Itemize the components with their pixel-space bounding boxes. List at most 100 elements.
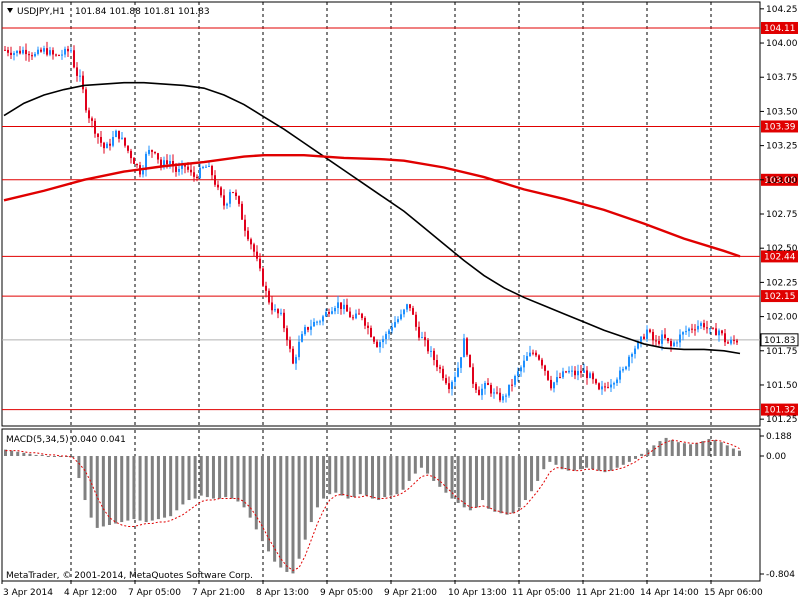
bear-candle [598, 383, 600, 390]
level-tag-label: 102.15 [764, 292, 796, 302]
bear-candle [544, 365, 546, 371]
bear-candle [415, 314, 417, 327]
macd-bar [701, 441, 705, 456]
bull-candle [16, 50, 18, 54]
bull-candle [397, 319, 399, 323]
bull-candle [343, 304, 345, 310]
macd-bar [211, 456, 215, 499]
bull-candle [676, 342, 678, 344]
macd-bar [640, 453, 644, 456]
bull-candle [229, 192, 231, 204]
macd-bar [426, 456, 430, 474]
macd-bar [218, 456, 222, 499]
macd-bar [156, 456, 160, 520]
macd-bar [725, 445, 729, 456]
bull-candle [205, 166, 207, 168]
bear-candle [532, 352, 534, 354]
bull-candle [640, 336, 642, 342]
macd-y-tick-label: 0.188 [766, 432, 792, 442]
bear-candle [361, 313, 363, 318]
x-tick-label: 7 Apr 05:00 [128, 588, 181, 598]
macd-bar [621, 456, 625, 465]
bear-candle [664, 334, 666, 339]
bear-candle [94, 120, 96, 134]
bear-candle [160, 159, 162, 167]
bear-candle [409, 304, 411, 309]
macd-bar [193, 456, 197, 499]
bull-candle [226, 203, 228, 206]
bull-candle [430, 350, 432, 352]
bear-candle [4, 49, 6, 51]
macd-bar [450, 456, 454, 499]
macd-bar [107, 456, 111, 525]
bear-candle [232, 192, 234, 194]
level-tag-label: 101.32 [764, 406, 796, 416]
bear-candle [46, 48, 48, 55]
macd-bar [279, 456, 283, 568]
bear-candle [340, 302, 342, 310]
macd-bar [4, 449, 7, 456]
macd-bar [615, 456, 619, 468]
bull-candle [646, 329, 648, 339]
bear-candle [67, 48, 69, 52]
bull-candle [163, 160, 165, 167]
bear-candle [721, 330, 723, 334]
bear-candle [496, 392, 498, 394]
macd-bar [285, 456, 289, 572]
bear-candle [436, 360, 438, 368]
bear-candle [712, 328, 714, 330]
bear-candle [565, 371, 567, 373]
bear-candle [694, 329, 696, 331]
bull-candle [514, 375, 516, 385]
macd-bar [738, 450, 741, 456]
bear-candle [724, 333, 726, 343]
macd-bar [554, 456, 558, 465]
macd-bar [652, 445, 656, 456]
x-tick-label: 14 Apr 14:00 [640, 588, 699, 598]
macd-bar [474, 456, 478, 508]
macd-bar [432, 456, 436, 481]
bull-candle [508, 384, 510, 396]
bull-candle [685, 331, 687, 333]
bear-candle [25, 49, 27, 55]
macd-bar [16, 451, 20, 456]
ma-fast-line [3, 81, 741, 355]
bear-candle [250, 239, 252, 245]
bear-candle [238, 196, 240, 204]
bear-candle [220, 187, 222, 196]
bull-candle [13, 53, 15, 55]
bear-candle [196, 176, 198, 179]
macd-bar [89, 456, 93, 518]
bear-candle [352, 317, 354, 319]
ma-slow-line [3, 153, 741, 258]
bear-candle [376, 341, 378, 348]
bear-candle [76, 67, 78, 76]
bull-candle [457, 367, 459, 377]
y-tick-label: 101.50 [766, 381, 798, 391]
macd-bar [523, 456, 527, 501]
level-tag-label: 102.44 [764, 252, 796, 262]
bear-candle [643, 336, 645, 339]
macd-bar [230, 456, 234, 499]
macd-bar [578, 456, 582, 470]
level-tag [761, 250, 798, 263]
bull-candle [583, 370, 585, 373]
bear-candle [118, 130, 120, 139]
bear-candle [277, 309, 279, 314]
macd-bar [670, 440, 674, 456]
triangle-down-icon[interactable] [7, 8, 13, 13]
bull-candle [178, 168, 180, 172]
bull-candle [319, 321, 321, 323]
copyright-label: MetaTrader, © 2001-2014, MetaQuotes Soft… [6, 571, 253, 581]
x-tick-label: 7 Apr 21:00 [192, 588, 245, 598]
macd-bar [371, 456, 374, 499]
bull-candle [61, 54, 63, 56]
bear-candle [478, 389, 480, 396]
macd-bar [689, 444, 693, 456]
ohlc-label: 101.84 101.88 101.81 101.83 [75, 7, 210, 17]
macd-bar [205, 456, 209, 498]
candles [4, 41, 738, 403]
macd-bar [199, 456, 203, 496]
